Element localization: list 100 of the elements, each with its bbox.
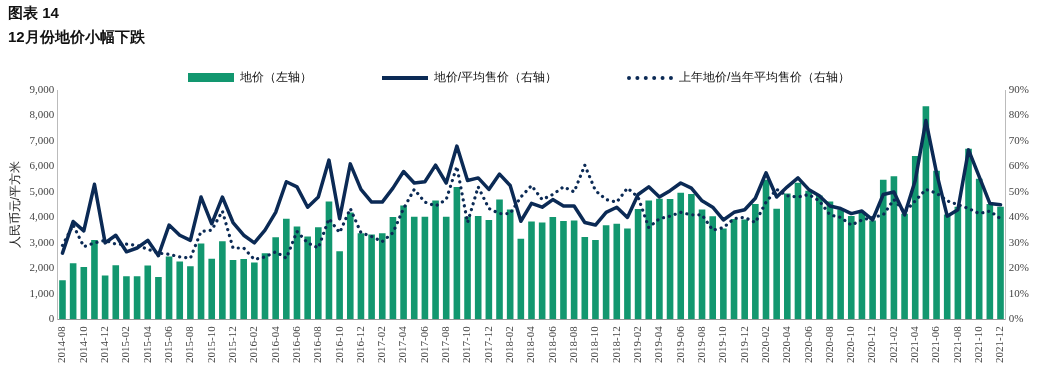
bar: [496, 199, 503, 320]
x-tick-label: 2020-04: [780, 325, 793, 364]
y2-tick-label: 40%: [1008, 210, 1030, 223]
x-tick-label: 2017-12: [481, 326, 494, 364]
bar: [346, 212, 354, 320]
bar: [91, 240, 98, 320]
bar: [773, 208, 780, 320]
bar: [464, 216, 471, 320]
bar: [666, 199, 674, 320]
x-tick-label: 2020-06: [801, 325, 814, 364]
bar: [59, 280, 66, 320]
bar: [229, 259, 237, 320]
x-tick-label: 2014-08: [55, 325, 68, 364]
y-tick-label: 3,000: [29, 235, 55, 248]
y2-tick-label: 0%: [1008, 312, 1024, 325]
x-tick-label: 2021-06: [929, 325, 942, 364]
bar: [453, 187, 461, 320]
legend-label: 地价/平均售价（右轴）: [433, 69, 557, 86]
y-tick-label: 2,000: [29, 261, 55, 274]
x-tick-label: 2019-02: [630, 326, 643, 364]
y2-tick-label: 50%: [1008, 184, 1030, 197]
bar: [176, 261, 184, 320]
x-tick-label: 2016-06: [289, 325, 302, 364]
x-tick-label: 2021-12: [993, 326, 1006, 364]
bar: [709, 216, 717, 320]
bar: [517, 238, 525, 320]
y2-tick-label: 60%: [1008, 159, 1030, 172]
y-tick-label: 0: [48, 312, 55, 325]
x-tick-label: 2014-12: [98, 326, 111, 364]
x-tick-label: 2021-10: [972, 325, 985, 364]
y2-tick-label: 90%: [1008, 82, 1030, 95]
x-tick-label: 2015-08: [183, 325, 196, 364]
bar: [549, 216, 557, 320]
bar: [123, 276, 130, 320]
bar: [432, 200, 439, 320]
x-tick-label: 2016-04: [268, 325, 281, 364]
x-tick-label: 2016-08: [311, 325, 324, 364]
bar: [485, 219, 493, 320]
y2-tick-label: 20%: [1008, 261, 1030, 274]
bar: [645, 200, 653, 320]
bar: [538, 222, 546, 320]
x-tick-label: 2015-06: [161, 325, 174, 364]
x-tick-label: 2018-12: [609, 326, 622, 364]
bar: [197, 243, 205, 320]
x-tick-label: 2020-08: [822, 325, 835, 364]
y-tick-label: 8,000: [29, 108, 55, 121]
bar: [474, 215, 482, 320]
legend-label: 地价（左轴）: [239, 69, 312, 86]
bar: [80, 267, 88, 320]
bar: [421, 216, 429, 320]
bar: [283, 218, 290, 320]
bar: [315, 227, 322, 320]
y-tick-label: 7,000: [29, 133, 55, 146]
bar: [720, 228, 727, 320]
bar: [69, 263, 77, 320]
y-axis-title: 人民币元/平方米: [7, 161, 22, 249]
x-tick-label: 2017-04: [396, 325, 409, 364]
bar: [677, 192, 685, 320]
x-tick-label: 2015-02: [119, 326, 132, 364]
bar: [240, 258, 247, 320]
bar: [901, 213, 908, 320]
x-tick-label: 2015-10: [204, 325, 217, 364]
x-tick-label: 2017-10: [460, 325, 473, 364]
bar: [442, 216, 450, 320]
bar: [155, 277, 162, 320]
bar: [304, 236, 311, 320]
bar: [560, 220, 567, 320]
bar: [208, 258, 216, 320]
bar: [943, 214, 951, 320]
bar: [752, 203, 759, 320]
bar: [133, 276, 141, 320]
y2-tick-label: 80%: [1008, 108, 1030, 121]
bar: [933, 170, 940, 320]
bar: [251, 262, 258, 320]
x-tick-label: 2021-04: [908, 325, 921, 364]
x-tick-label: 2017-02: [375, 326, 388, 364]
x-tick-label: 2021-08: [950, 325, 963, 364]
legend-label: 上年地价/当年平均售价（右轴）: [679, 69, 851, 86]
y-tick-label: 1,000: [29, 286, 55, 299]
x-tick-label: 2019-10: [716, 325, 729, 364]
x-tick-label: 2014-10: [76, 325, 89, 364]
bar: [741, 219, 748, 320]
y-tick-label: 5,000: [29, 184, 55, 197]
bar: [165, 256, 173, 320]
bar: [879, 179, 887, 320]
x-tick-label: 2016-10: [332, 325, 345, 364]
x-tick-label: 2018-10: [588, 325, 601, 364]
bar: [656, 198, 663, 320]
bar: [997, 206, 1004, 320]
bar: [602, 225, 610, 320]
bar: [357, 233, 365, 320]
bar: [336, 251, 343, 320]
x-tick-label: 2017-06: [417, 325, 430, 364]
x-tick-label: 2019-06: [673, 325, 686, 364]
x-tick-label: 2020-10: [844, 325, 857, 364]
y2-tick-label: 10%: [1008, 286, 1030, 299]
x-tick-label: 2021-02: [886, 326, 899, 364]
chart-title: 图表 14: [8, 4, 59, 23]
bar: [400, 205, 407, 320]
bar: [144, 265, 152, 320]
